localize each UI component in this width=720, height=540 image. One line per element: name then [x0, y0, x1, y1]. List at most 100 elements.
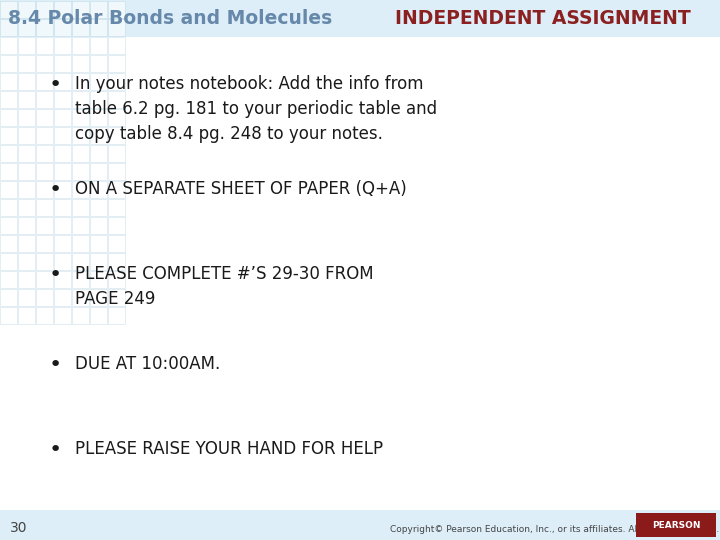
- Bar: [18, 109, 35, 126]
- Bar: [36, 199, 53, 216]
- Bar: [18, 127, 35, 144]
- Bar: [0, 91, 17, 108]
- Bar: [108, 235, 125, 252]
- Bar: [90, 307, 107, 324]
- Bar: [108, 37, 125, 54]
- Text: •: •: [48, 355, 62, 375]
- Bar: [36, 91, 53, 108]
- Bar: [18, 235, 35, 252]
- Bar: [108, 1, 125, 18]
- Bar: [90, 253, 107, 270]
- Bar: [54, 109, 71, 126]
- Bar: [18, 19, 35, 36]
- Text: In your notes notebook: Add the info from
table 6.2 pg. 181 to your periodic tab: In your notes notebook: Add the info fro…: [75, 75, 437, 143]
- Bar: [108, 181, 125, 198]
- Text: PEARSON: PEARSON: [652, 521, 701, 530]
- Bar: [18, 163, 35, 180]
- Bar: [108, 271, 125, 288]
- Bar: [72, 181, 89, 198]
- Bar: [90, 91, 107, 108]
- Bar: [72, 55, 89, 72]
- Bar: [90, 217, 107, 234]
- Bar: [72, 19, 89, 36]
- Text: ON A SEPARATE SHEET OF PAPER (Q+A): ON A SEPARATE SHEET OF PAPER (Q+A): [75, 180, 407, 198]
- Bar: [0, 307, 17, 324]
- Bar: [72, 235, 89, 252]
- Bar: [54, 19, 71, 36]
- Text: PLEASE COMPLETE #’S 29-30 FROM
PAGE 249: PLEASE COMPLETE #’S 29-30 FROM PAGE 249: [75, 265, 374, 308]
- Bar: [54, 91, 71, 108]
- Bar: [90, 19, 107, 36]
- Text: •: •: [48, 265, 62, 285]
- Bar: [18, 55, 35, 72]
- Bar: [90, 109, 107, 126]
- Bar: [72, 127, 89, 144]
- Text: 30: 30: [10, 521, 27, 535]
- Bar: [0, 55, 17, 72]
- Bar: [72, 199, 89, 216]
- Bar: [18, 253, 35, 270]
- Text: •: •: [48, 75, 62, 95]
- Bar: [18, 1, 35, 18]
- Bar: [36, 1, 53, 18]
- Bar: [36, 19, 53, 36]
- Bar: [72, 163, 89, 180]
- Bar: [54, 217, 71, 234]
- Bar: [18, 73, 35, 90]
- Bar: [0, 145, 17, 162]
- Bar: [54, 199, 71, 216]
- Bar: [0, 127, 17, 144]
- Bar: [54, 55, 71, 72]
- Bar: [108, 289, 125, 306]
- Bar: [108, 127, 125, 144]
- Bar: [108, 307, 125, 324]
- Bar: [36, 145, 53, 162]
- Bar: [36, 235, 53, 252]
- Bar: [54, 127, 71, 144]
- Bar: [108, 55, 125, 72]
- Bar: [36, 109, 53, 126]
- Text: PLEASE RAISE YOUR HAND FOR HELP: PLEASE RAISE YOUR HAND FOR HELP: [75, 440, 383, 458]
- Bar: [90, 289, 107, 306]
- Bar: [36, 127, 53, 144]
- Bar: [90, 271, 107, 288]
- Bar: [36, 253, 53, 270]
- Bar: [18, 217, 35, 234]
- Bar: [0, 163, 17, 180]
- Bar: [0, 37, 17, 54]
- Bar: [36, 37, 53, 54]
- Bar: [54, 307, 71, 324]
- Bar: [0, 253, 17, 270]
- Text: •: •: [48, 440, 62, 460]
- Bar: [0, 289, 17, 306]
- Bar: [0, 109, 17, 126]
- Bar: [54, 235, 71, 252]
- Bar: [90, 235, 107, 252]
- Bar: [54, 1, 71, 18]
- Bar: [636, 513, 716, 537]
- Bar: [72, 271, 89, 288]
- Bar: [108, 91, 125, 108]
- Bar: [108, 217, 125, 234]
- Bar: [18, 199, 35, 216]
- Bar: [18, 307, 35, 324]
- Bar: [108, 145, 125, 162]
- Bar: [36, 181, 53, 198]
- Bar: [90, 145, 107, 162]
- Text: 8.4 Polar Bonds and Molecules: 8.4 Polar Bonds and Molecules: [8, 10, 332, 29]
- Bar: [18, 289, 35, 306]
- Bar: [108, 253, 125, 270]
- Bar: [0, 19, 17, 36]
- Bar: [0, 235, 17, 252]
- Bar: [90, 199, 107, 216]
- Bar: [90, 55, 107, 72]
- Bar: [90, 163, 107, 180]
- Bar: [54, 145, 71, 162]
- Bar: [54, 271, 71, 288]
- Text: INDEPENDENT ASSIGNMENT: INDEPENDENT ASSIGNMENT: [395, 10, 690, 29]
- Bar: [36, 289, 53, 306]
- Bar: [0, 271, 17, 288]
- Bar: [72, 307, 89, 324]
- Bar: [36, 217, 53, 234]
- Bar: [18, 181, 35, 198]
